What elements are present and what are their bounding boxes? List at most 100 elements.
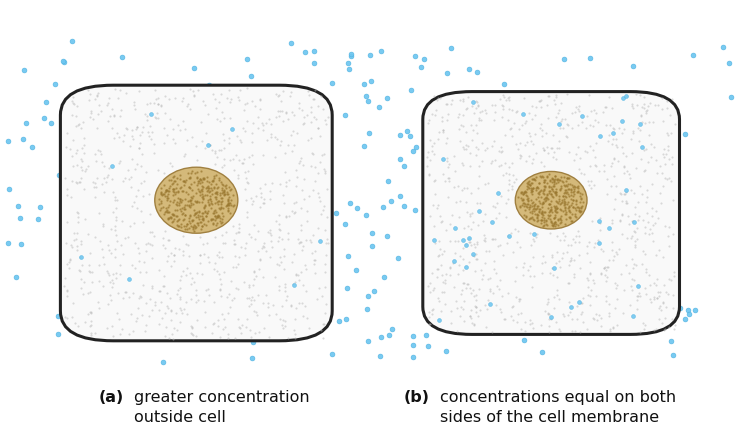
Point xyxy=(288,112,300,119)
Point xyxy=(616,144,628,151)
Point xyxy=(211,196,223,202)
Point xyxy=(75,155,87,162)
Point xyxy=(194,176,206,183)
Point xyxy=(107,189,119,196)
Point xyxy=(66,100,79,106)
Point xyxy=(173,223,185,230)
Point xyxy=(322,113,334,120)
Point xyxy=(217,131,230,138)
Point xyxy=(575,300,587,307)
Point xyxy=(71,247,83,253)
Point xyxy=(242,295,254,302)
Point xyxy=(103,291,116,298)
Point xyxy=(214,276,226,283)
Point xyxy=(528,202,541,209)
Point xyxy=(251,311,263,318)
Point xyxy=(162,177,174,184)
Point xyxy=(167,188,179,195)
Point xyxy=(240,239,252,246)
Point xyxy=(280,109,292,115)
Point xyxy=(464,239,476,246)
Point xyxy=(254,105,267,112)
Point xyxy=(229,240,241,247)
Point xyxy=(255,194,267,201)
Point xyxy=(319,169,331,176)
Point xyxy=(536,172,548,179)
Point xyxy=(106,176,119,183)
Point xyxy=(175,199,187,205)
Point xyxy=(601,190,613,197)
Point xyxy=(638,167,650,174)
Point xyxy=(562,199,574,205)
Point xyxy=(194,252,206,259)
Point xyxy=(78,185,90,192)
Point xyxy=(196,191,208,198)
Point xyxy=(618,94,630,101)
Point xyxy=(554,124,566,131)
Point xyxy=(454,96,466,103)
Point xyxy=(600,277,612,284)
Point xyxy=(210,208,222,215)
Point xyxy=(133,145,145,152)
Point xyxy=(194,259,206,266)
Point xyxy=(192,220,204,227)
Point xyxy=(539,209,551,216)
Point xyxy=(615,270,627,277)
Point xyxy=(240,324,252,331)
Point xyxy=(114,112,126,119)
Point xyxy=(238,155,250,162)
Point xyxy=(526,207,538,214)
Point xyxy=(649,294,661,301)
Point xyxy=(72,322,84,329)
Point xyxy=(307,150,319,157)
Point xyxy=(295,226,307,233)
Point xyxy=(109,204,122,211)
Point xyxy=(530,206,542,213)
Point xyxy=(488,138,500,144)
Point xyxy=(142,128,154,135)
Point xyxy=(277,88,289,95)
Point xyxy=(60,314,72,321)
Point xyxy=(307,48,319,55)
Point xyxy=(455,198,467,204)
Point xyxy=(221,208,233,215)
Point xyxy=(550,260,562,267)
Point xyxy=(248,308,260,314)
Point xyxy=(544,93,556,100)
Point xyxy=(460,105,472,112)
Point xyxy=(565,258,577,265)
Point xyxy=(187,224,199,231)
Point xyxy=(562,279,575,286)
Point xyxy=(128,219,140,226)
Point xyxy=(106,162,118,169)
Point xyxy=(187,224,199,230)
Point xyxy=(473,115,485,121)
Point xyxy=(205,215,217,222)
Point xyxy=(218,189,230,196)
Point xyxy=(539,259,551,265)
Point xyxy=(209,160,221,167)
Point xyxy=(137,218,149,225)
Point xyxy=(667,305,679,311)
Point xyxy=(208,234,220,241)
Point xyxy=(148,149,160,156)
Point xyxy=(162,187,174,194)
Point xyxy=(457,162,469,169)
Point xyxy=(141,101,153,108)
Point xyxy=(233,174,245,181)
Point xyxy=(222,201,234,208)
Point xyxy=(293,277,305,284)
Point xyxy=(439,301,451,308)
Point xyxy=(164,198,176,204)
Point xyxy=(165,215,177,222)
Point xyxy=(174,285,186,291)
Point xyxy=(543,190,555,196)
Point xyxy=(574,155,586,162)
Point xyxy=(190,286,202,293)
Point xyxy=(537,188,549,195)
Point xyxy=(436,118,448,124)
Point xyxy=(119,175,131,181)
Point xyxy=(528,130,541,137)
Point xyxy=(668,325,680,332)
Point xyxy=(479,235,491,242)
